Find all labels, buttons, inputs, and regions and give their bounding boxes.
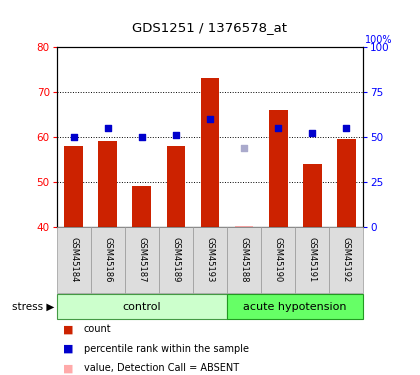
Text: control: control xyxy=(123,302,161,312)
Point xyxy=(105,125,111,131)
Point xyxy=(71,134,77,140)
Bar xyxy=(337,139,356,227)
Bar xyxy=(98,141,117,227)
Point xyxy=(275,125,281,131)
Bar xyxy=(132,186,151,227)
Text: 100%: 100% xyxy=(365,35,393,45)
Bar xyxy=(269,110,288,227)
Bar xyxy=(201,78,219,227)
Text: percentile rank within the sample: percentile rank within the sample xyxy=(84,344,249,354)
Text: value, Detection Call = ABSENT: value, Detection Call = ABSENT xyxy=(84,363,239,374)
Text: GSM45191: GSM45191 xyxy=(308,237,317,282)
Bar xyxy=(235,225,253,227)
Text: GDS1251 / 1376578_at: GDS1251 / 1376578_at xyxy=(132,21,288,34)
Text: GSM45187: GSM45187 xyxy=(137,237,146,282)
Text: ■: ■ xyxy=(63,363,74,374)
Text: GSM45190: GSM45190 xyxy=(274,237,283,282)
Bar xyxy=(303,164,322,227)
Point xyxy=(241,145,247,151)
Text: GSM45193: GSM45193 xyxy=(205,237,215,282)
Text: stress ▶: stress ▶ xyxy=(12,302,55,312)
Point xyxy=(309,130,315,136)
Point xyxy=(343,125,349,131)
Text: GSM45192: GSM45192 xyxy=(342,237,351,282)
Text: GSM45189: GSM45189 xyxy=(171,237,181,282)
Point xyxy=(173,132,179,138)
Point xyxy=(139,134,145,140)
Text: ■: ■ xyxy=(63,324,74,334)
Text: GSM45186: GSM45186 xyxy=(103,237,112,282)
Text: acute hypotension: acute hypotension xyxy=(244,302,347,312)
Text: GSM45188: GSM45188 xyxy=(239,237,249,282)
Point xyxy=(207,116,213,122)
Text: GSM45184: GSM45184 xyxy=(69,237,78,282)
Text: ■: ■ xyxy=(63,344,74,354)
Text: count: count xyxy=(84,324,112,334)
Bar xyxy=(167,146,185,227)
Bar xyxy=(64,146,83,227)
